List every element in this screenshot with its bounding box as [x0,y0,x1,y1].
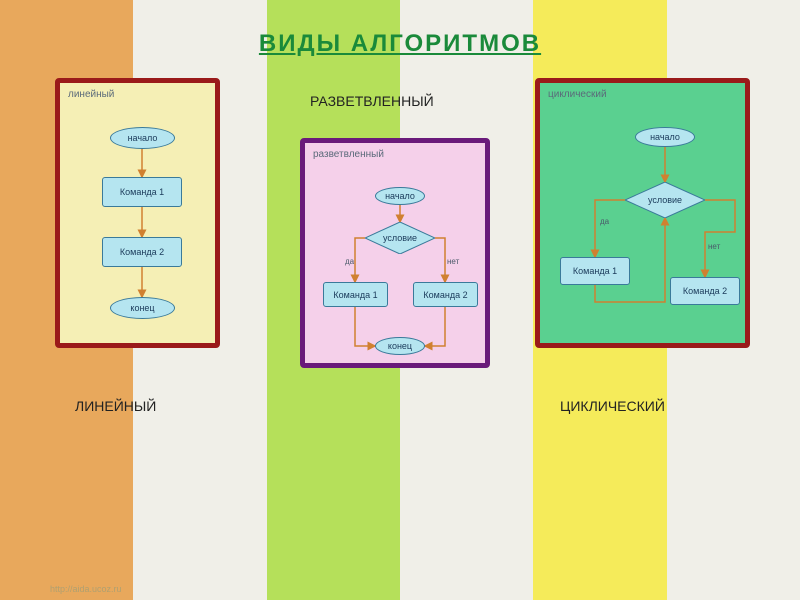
flowchart-linear: начало Команда 1 Команда 2 конец [60,102,215,352]
rect-node: Команда 1 [560,257,630,285]
caption-branched: РАЗВЕТВЛЕННЫЙ [310,93,430,109]
slide-content: ВИДЫ АЛГОРИТМОВ РАЗВЕТВЛЕННЫЙ линейный н… [0,0,800,600]
edge-label: да [600,217,609,226]
ellipse-node: начало [110,127,175,149]
page-title: ВИДЫ АЛГОРИТМОВ [0,0,800,58]
rect-node: Команда 1 [102,177,182,207]
rect-node: Команда 2 [670,277,740,305]
ellipse-node: конец [375,337,425,355]
panel-branched-title: разветвленный [305,143,485,162]
source-url: http://aida.ucoz.ru [50,584,122,594]
diamond-node: условие [625,182,705,218]
edge-label: нет [708,242,720,251]
rect-node: Команда 2 [102,237,182,267]
flowchart-branched: да нет начало условие Команда 1 Команда 2 коне… [305,162,485,372]
flowchart-cyclic: да нет начало условие Команда 1 Команда 2 [540,102,745,352]
panel-linear: линейный начало Команда 1 Команда 2 конец [55,78,220,348]
rect-node: Команда 1 [323,282,388,307]
panel-cyclic: циклический да нет начало условие Команда 1 К… [535,78,750,348]
caption-cyclic: ЦИКЛИЧЕСКИЙ [560,398,680,414]
diamond-node: условие [365,222,435,254]
panels-container: РАЗВЕТВЛЕННЫЙ линейный начало Команда 1 Ко… [0,78,800,538]
ellipse-node: конец [110,297,175,319]
caption-linear: ЛИНЕЙНЫЙ [75,398,195,414]
panel-linear-title: линейный [60,83,215,102]
panel-cyclic-title: циклический [540,83,745,102]
edge-label: нет [447,257,459,266]
panel-branched: разветвленный да нет начало условие Команда … [300,138,490,368]
edge-label: да [345,257,354,266]
ellipse-node: начало [635,127,695,147]
ellipse-node: начало [375,187,425,205]
rect-node: Команда 2 [413,282,478,307]
